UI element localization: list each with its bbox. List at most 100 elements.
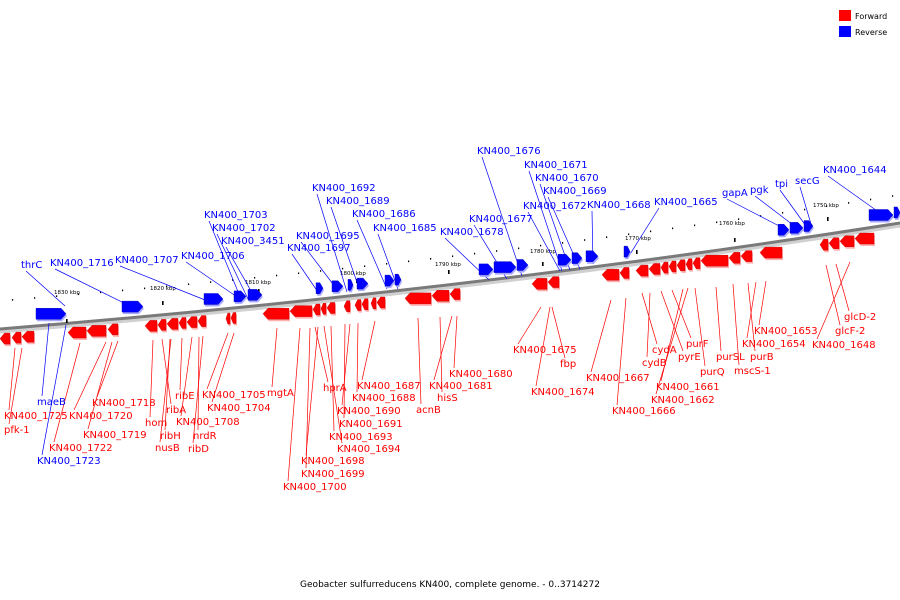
- forward-gene-arrow: [225, 312, 231, 325]
- forward-gene-arrow: [166, 318, 179, 330]
- label-leader-line: [726, 198, 786, 230]
- label-leader-line: [825, 264, 841, 326]
- gene-label: KN400_1689: [326, 196, 390, 207]
- kbp-scale-label: 1800 kbp: [340, 271, 366, 277]
- gene-label: KN400_1695: [296, 231, 360, 242]
- label-leader-line: [305, 326, 319, 456]
- reverse-gene-arrow: [777, 224, 790, 236]
- reverse-gene-arrow: [384, 274, 395, 287]
- legend-forward-swatch: [839, 10, 851, 21]
- kbp-scale-label: 1820 kbp: [150, 286, 176, 292]
- gene-label: KN400_1720: [69, 411, 133, 422]
- forward-gene-arrow: [289, 305, 313, 317]
- reverse-gene-arrow: [394, 273, 402, 286]
- label-leader-line: [377, 233, 399, 290]
- forward-gene-arrow: [197, 315, 207, 327]
- scale-tick: [734, 238, 736, 242]
- legend-reverse-label: Reverse: [855, 28, 887, 37]
- forward-gene-arrow: [230, 312, 237, 324]
- reverse-gene-arrow: [493, 261, 517, 273]
- label-leader-line: [816, 261, 851, 340]
- forward-gene-arrow: [635, 264, 649, 277]
- forward-gene-arrow: [685, 258, 693, 270]
- gene-label: purQ: [700, 367, 725, 378]
- gene-label: KN400_1716: [50, 258, 114, 269]
- label-leader-line: [747, 282, 756, 352]
- forward-gene-arrow: [547, 276, 560, 288]
- reverse-gene-arrow: [233, 290, 247, 303]
- forward-gene-arrow: [361, 298, 369, 311]
- forward-gene-arrow: [404, 292, 432, 305]
- forward-gene-arrow: [619, 267, 630, 279]
- legend-reverse-swatch: [839, 26, 851, 37]
- gene-label: KN400_1693: [329, 432, 393, 443]
- kbp-scale-label: 1790 kbp: [435, 262, 461, 268]
- label-leader-line: [551, 306, 566, 359]
- kbp-scale-label: 1770 kbp: [625, 236, 651, 242]
- label-leader-line: [732, 283, 740, 366]
- label-leader-line: [660, 290, 684, 352]
- coordinate-dot: [452, 255, 454, 258]
- gene-label: hom: [145, 418, 167, 429]
- forward-gene-arrow: [107, 323, 119, 336]
- scale-tick: [66, 319, 68, 323]
- label-leader-line: [779, 189, 807, 227]
- gene-label: glcD-2: [844, 312, 876, 323]
- forward-gene-arrow: [312, 303, 321, 316]
- gene-label: KN400_1667: [586, 373, 650, 384]
- coordinate-dot: [12, 299, 14, 301]
- gene-label: mscS-1: [734, 366, 771, 377]
- coordinate-dot: [298, 272, 300, 275]
- forward-gene-arrow: [660, 261, 669, 274]
- label-leader-line: [96, 340, 119, 398]
- reverse-gene-arrow: [516, 259, 529, 271]
- reverse-gene-arrow: [331, 280, 344, 292]
- gene-label: KN400_1699: [301, 469, 365, 480]
- label-leader-line: [827, 175, 881, 214]
- label-leader-line: [646, 292, 651, 358]
- coordinate-dot: [694, 224, 696, 227]
- scale-tick: [258, 289, 260, 293]
- coordinate-dot: [78, 293, 80, 296]
- coordinate-dot: [474, 252, 476, 255]
- label-leader-line: [25, 270, 66, 307]
- forward-gene-arrow: [676, 259, 686, 272]
- kbp-scale: 1830 kbp 1820 kbp 1810 kbp 1800 kbp 1790 kbp…: [54, 203, 839, 296]
- reverse-gene-arrow: [203, 293, 224, 305]
- gene-label: KN400_1662: [651, 395, 715, 406]
- coordinate-dot: [232, 279, 234, 281]
- gene-label: KN400_1666: [612, 406, 676, 417]
- gene-label: fbp: [560, 359, 576, 370]
- label-leader-line: [271, 327, 278, 388]
- label-leader-line: [179, 337, 183, 391]
- gene-label: KN400_1686: [352, 209, 416, 220]
- gene-label: secG: [795, 176, 820, 187]
- label-leader-line: [316, 193, 348, 293]
- label-leader-line: [835, 263, 850, 312]
- forward-gene-arrow: [86, 325, 107, 337]
- reverse-gene-arrow: [623, 245, 631, 258]
- label-leader-line: [626, 207, 660, 260]
- gene-label: KN400_1670: [535, 173, 599, 184]
- label-leader-line: [149, 339, 154, 418]
- gene-label: KN400_1698: [301, 456, 365, 467]
- coordinate-dot: [342, 267, 344, 270]
- gene-label: pfk-1: [4, 425, 30, 436]
- coordinate-dot: [848, 202, 850, 204]
- label-leader-line: [185, 261, 244, 302]
- gene-label: KN400_1718: [92, 398, 156, 409]
- gene-label: hisS: [437, 393, 458, 404]
- gene-label: KN400_1697: [287, 243, 351, 254]
- label-leader-line: [433, 315, 453, 381]
- coordinate-dot: [892, 195, 894, 197]
- label-leader-line: [159, 338, 172, 443]
- coordinate-dot: [738, 218, 740, 220]
- label-leader-line: [53, 342, 81, 443]
- legend-forward-label: Forward: [855, 12, 887, 21]
- coordinate-dot: [408, 260, 410, 263]
- label-leader-line: [535, 306, 551, 387]
- reverse-gene-arrow: [356, 277, 369, 290]
- forward-gene-arrow: [740, 250, 753, 262]
- forward-gene-arrow: [759, 246, 783, 259]
- coordinate-dot: [628, 233, 630, 236]
